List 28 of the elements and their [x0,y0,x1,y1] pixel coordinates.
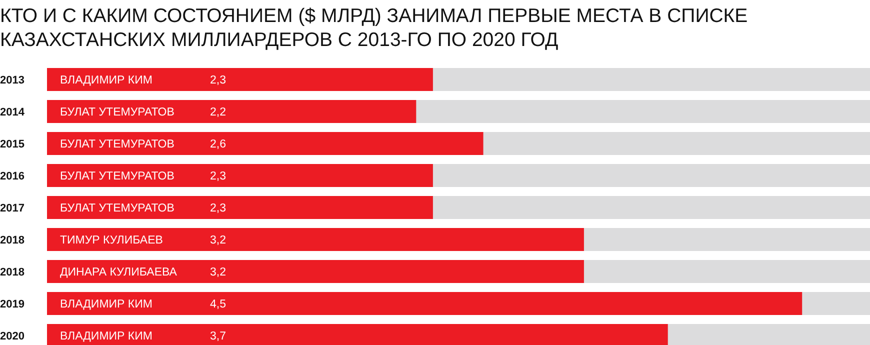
y-tick-label: 2018 [0,266,24,278]
data-label: 3,7 [210,330,226,342]
annotation: БУЛАТ УТЕМУРАТОВ [60,170,175,182]
y-tick-label: 2013 [0,74,24,86]
data-label: 2,3 [210,74,226,86]
data-label: 3,2 [210,266,226,278]
y-tick-label: 2017 [0,202,24,214]
annotation: ВЛАДИМИР КИМ [60,330,152,342]
data-label: 2,3 [210,170,226,182]
annotation: ДИНАРА КУЛИБАЕВА [60,266,178,278]
y-tick-label: 2018 [0,234,24,246]
y-tick-label: 2019 [0,298,24,310]
data-label: 3,2 [210,234,226,246]
annotation: БУЛАТ УТЕМУРАТОВ [60,106,175,118]
y-tick-label: 2014 [0,106,26,118]
annotation: ВЛАДИМИР КИМ [60,74,152,86]
annotation: БУЛАТ УТЕМУРАТОВ [60,138,175,150]
y-tick-label: 2016 [0,170,24,182]
data-label: 4,5 [210,298,226,310]
y-tick-label: 2015 [0,138,24,150]
chart-title: КТО И С КАКИМ СОСТОЯНИЕМ ($ МЛРД) ЗАНИМАЛ ПЕРВЫЕ МЕСТА В СПИСКЕ КАЗАХСТАНСКИХ МИЛЛИАРДЕРОВ С 2013-ГО ПО 2020 ГОД [0,5,748,51]
annotation: БУЛАТ УТЕМУРАТОВ [60,202,175,214]
data-label: 2,2 [210,106,226,118]
annotation: ВЛАДИМИР КИМ [60,298,152,310]
data-label: 2,6 [210,138,226,150]
data-label: 2,3 [210,202,226,214]
annotation: ТИМУР КУЛИБАЕВ [60,234,164,246]
y-tick-label: 2020 [0,330,24,342]
